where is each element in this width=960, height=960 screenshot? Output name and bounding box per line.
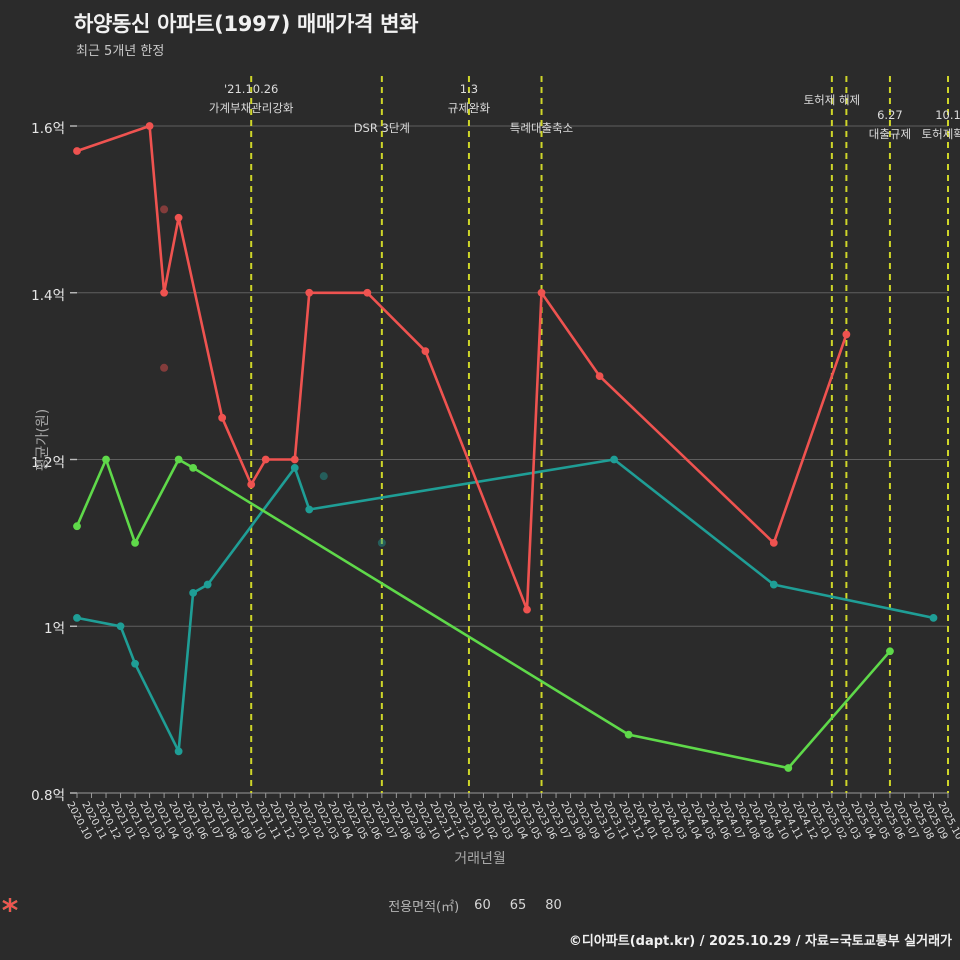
series-point-65: [784, 764, 793, 772]
page-subtitle: 최근 5개년 한정: [76, 44, 165, 59]
series-point-60: [290, 463, 299, 472]
series-point-60: [929, 614, 938, 622]
annotation-date: '21.10.26: [224, 82, 279, 96]
annotation-name: 토허제확대: [921, 127, 960, 141]
series-point-65: [102, 455, 110, 464]
legend-label: 60: [474, 898, 491, 913]
series-point-80: [363, 288, 372, 297]
series-point-80: [218, 413, 227, 422]
legend-title: 전용면적(㎡): [388, 900, 460, 915]
series-line-65: [75, 458, 892, 770]
legend-item-65[interactable]: 65: [2, 898, 527, 913]
series-scatter-80: [160, 205, 169, 214]
legend-item-80[interactable]: 80: [2, 898, 562, 913]
series-line-60: [75, 458, 935, 753]
series-point-80: [73, 147, 81, 155]
series-point-80: [247, 480, 256, 489]
legend-label: 65: [509, 898, 527, 913]
y-axis-tick-label: 1.2억: [31, 454, 65, 471]
annotation-date: 1.3: [459, 82, 479, 96]
series-point-65: [624, 730, 633, 739]
series-point-80: [145, 122, 154, 130]
chart-legend: 전용면적(㎡) 60 65 80: [0, 896, 960, 915]
series-point-80: [595, 372, 604, 381]
annotation-name: 토허제 해제: [803, 93, 861, 107]
annotation-name: 규제완화: [447, 101, 491, 115]
series-scatter-60: [319, 472, 328, 481]
legend-item-60[interactable]: 60: [2, 898, 491, 913]
series-point-80: [537, 288, 546, 297]
series-line-80: [75, 124, 848, 611]
y-axis-title: 평균가(원): [35, 408, 51, 472]
series-point-65: [73, 522, 81, 531]
series-point-80: [842, 330, 851, 339]
series-point-60: [203, 580, 212, 589]
annotation-date: 10.1: [935, 108, 960, 122]
series-point-65: [131, 538, 139, 547]
annotation-name: DSR 3단계: [353, 121, 410, 135]
series-point-60: [769, 580, 778, 589]
series-point-65: [886, 647, 894, 656]
series-point-60: [174, 747, 183, 756]
series-scatter-60: [377, 538, 386, 547]
footer-credit: ©디아파트(dapt.kr) / 2025.10.29 / 자료=국토교통부 실…: [568, 934, 952, 949]
annotation-name: 대출규제: [868, 127, 912, 141]
series-point-60: [189, 589, 198, 597]
series-point-60: [305, 505, 314, 514]
series-point-60: [116, 622, 125, 631]
y-axis-tick-label: 0.8억: [31, 788, 65, 804]
series-point-60: [610, 455, 619, 464]
annotation-name: 가계부채관리강화: [208, 101, 294, 115]
annotation-name: 특례대출축소: [509, 121, 574, 135]
legend-label: 80: [545, 898, 562, 913]
series-point-80: [523, 605, 531, 614]
page-title: 하양동신 아파트(1997) 매매가격 변화: [74, 12, 419, 36]
annotation-date: 6.27: [877, 108, 903, 122]
series-point-80: [174, 213, 183, 222]
series-point-65: [189, 463, 198, 472]
series-point-80: [261, 455, 270, 464]
series-point-60: [73, 614, 81, 622]
series-point-80: [421, 347, 430, 356]
series-point-80: [305, 288, 314, 297]
y-axis-tick-label: 1.6억: [31, 121, 65, 137]
legend-marker-icon: [2, 898, 18, 912]
series-scatter-80: [160, 363, 169, 372]
series-point-65: [174, 455, 183, 464]
series-point-80: [769, 538, 778, 547]
y-axis-tick-label: 1.4억: [31, 287, 65, 304]
series-point-80: [290, 455, 299, 464]
series-point-60: [131, 659, 139, 668]
y-axis-tick-label: 1억: [43, 621, 65, 638]
x-axis-title: 거래년월: [454, 851, 506, 867]
series-point-80: [160, 288, 169, 297]
